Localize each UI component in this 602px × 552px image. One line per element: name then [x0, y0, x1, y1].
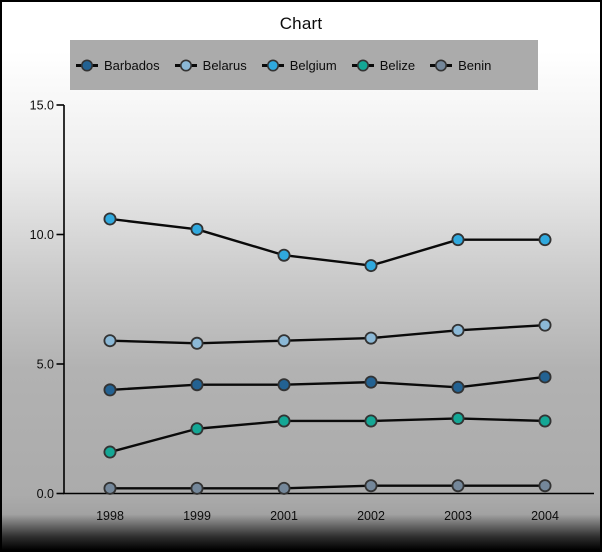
- y-tick-label: 10.0: [30, 228, 54, 242]
- x-tick-label: 1999: [183, 509, 211, 523]
- x-tick-label: 2002: [357, 509, 385, 523]
- axis-lines: [63, 105, 594, 495]
- data-point-belarus: [364, 331, 378, 345]
- x-tick-label: 2001: [270, 509, 298, 523]
- data-point-belgium: [277, 248, 291, 262]
- data-point-belarus: [190, 336, 204, 350]
- series-line-belize: [108, 417, 547, 454]
- legend-marker-icon: [76, 59, 98, 71]
- data-point-belarus: [538, 318, 552, 332]
- data-point-benin: [538, 479, 552, 493]
- data-point-belize: [451, 411, 465, 425]
- x-tick-label: 2003: [444, 509, 472, 523]
- data-point-belgium: [103, 212, 117, 226]
- data-point-benin: [451, 479, 465, 493]
- data-point-barbados: [364, 375, 378, 389]
- data-point-belize: [190, 422, 204, 436]
- series-line-benin: [108, 484, 547, 490]
- legend-marker-icon: [351, 59, 374, 71]
- series-line-belgium: [108, 217, 547, 267]
- data-point-belarus: [277, 334, 291, 348]
- legend: Barbados Belarus Belgium Belize Benin: [70, 40, 538, 90]
- data-point-benin: [364, 479, 378, 493]
- data-point-benin: [277, 481, 291, 495]
- data-point-belgium: [364, 259, 378, 273]
- data-point-benin: [103, 481, 117, 495]
- x-tick-label: 1998: [96, 509, 124, 523]
- legend-item-belarus: Belarus: [174, 57, 247, 73]
- legend-label: Belarus: [202, 57, 247, 73]
- legend-item-belgium: Belgium: [261, 57, 337, 73]
- series-line-belarus: [108, 323, 547, 345]
- y-tick-label: 0.0: [37, 487, 54, 501]
- legend-item-barbados: Barbados: [76, 58, 160, 73]
- data-point-belgium: [190, 222, 204, 236]
- legend-label: Belize: [379, 57, 416, 73]
- y-tick-label: 5.0: [37, 358, 54, 372]
- data-point-belarus: [451, 323, 465, 337]
- legend-item-benin: Benin: [430, 58, 491, 73]
- legend-marker-icon: [430, 59, 453, 71]
- y-tick-label: 15.0: [30, 99, 54, 113]
- data-point-belgium: [451, 233, 465, 247]
- legend-label: Barbados: [104, 57, 160, 73]
- data-point-belgium: [538, 233, 552, 247]
- data-point-belize: [538, 414, 552, 428]
- data-point-barbados: [538, 370, 552, 384]
- legend-marker-icon: [174, 59, 197, 71]
- data-point-barbados: [103, 383, 117, 397]
- data-point-barbados: [190, 378, 204, 392]
- data-point-barbados: [451, 380, 465, 394]
- data-point-belize: [364, 414, 378, 428]
- data-point-belize: [103, 445, 117, 459]
- legend-item-belize: Belize: [351, 57, 416, 73]
- x-tick-label: 2004: [531, 509, 559, 523]
- legend-label: Benin: [458, 57, 492, 73]
- legend-label: Belgium: [289, 57, 337, 73]
- chart-title: Chart: [279, 14, 323, 33]
- data-point-benin: [190, 481, 204, 495]
- legend-marker-icon: [261, 59, 284, 71]
- data-point-belize: [277, 414, 291, 428]
- data-point-belarus: [103, 334, 117, 348]
- series-line-barbados: [108, 375, 547, 392]
- data-point-barbados: [277, 378, 291, 392]
